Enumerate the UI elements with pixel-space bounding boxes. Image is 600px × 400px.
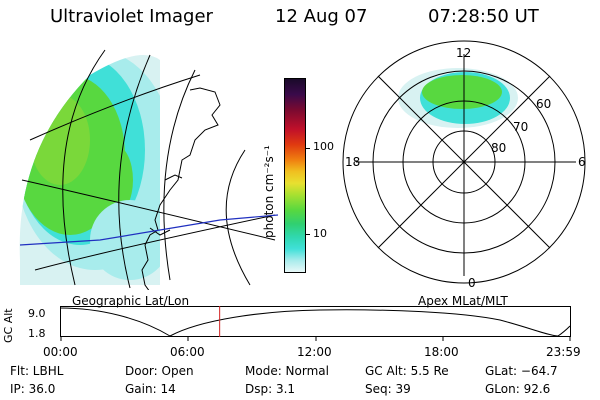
altitude-ytick-low: 1.8 (28, 327, 46, 340)
latitude-lines (21, 74, 276, 271)
status-mode: Mode: Normal (245, 364, 329, 378)
polar-plot (342, 40, 586, 284)
colorbar-tick-10 (306, 234, 310, 235)
status-ip: IP: 36.0 (10, 382, 56, 396)
right-panel-caption: Apex MLat/MLT (418, 294, 508, 308)
lat-label-70: 70 (513, 120, 529, 134)
mlt-label-12: 12 (456, 46, 472, 60)
app-title: Ultraviolet Imager (50, 6, 213, 27)
colorbar-tick-100 (306, 148, 310, 149)
polar-ring-50 (342, 40, 586, 284)
terminator-line (19, 214, 279, 246)
status-filter: Flt: LBHL (10, 364, 64, 378)
altitude-plot-frame (60, 306, 571, 337)
colorbar-label-10: 10 (313, 227, 327, 240)
altitude-xtick-label-4: 23:59 (546, 345, 581, 359)
status-glat: GLat: −64.7 (485, 364, 558, 378)
aurora-emission-right (398, 68, 518, 128)
lat-label-60: 60 (536, 97, 552, 111)
status-gc-alt: GC Alt: 5.5 Re (365, 364, 449, 378)
altitude-xtick-label-2: 12:00 (297, 345, 332, 359)
status-dsp: Dsp: 3.1 (245, 382, 296, 396)
altitude-xtick-label-3: 18:00 (424, 345, 459, 359)
left-panel-caption: Geographic Lat/Lon (72, 294, 190, 308)
coastline (141, 87, 221, 290)
lat-label-80: 80 (491, 141, 507, 155)
mlt-label-18: 18 (345, 155, 361, 169)
altitude-xtick-label-1: 06:00 (170, 345, 205, 359)
altitude-plot (60, 306, 571, 341)
longitude-lines (62, 49, 251, 289)
mlt-label-6: 6 (578, 155, 586, 169)
status-glon: GLon: 92.6 (485, 382, 551, 396)
altitude-ytick-high: 9.0 (28, 307, 46, 320)
status-door: Door: Open (125, 364, 194, 378)
polar-diagonal-b (377, 75, 551, 249)
status-seq: Seq: 39 (365, 382, 411, 396)
geographic-image (19, 49, 279, 290)
altitude-ylabel: GC Alt (2, 308, 15, 343)
colorbar-unit-label: photon cm⁻²s⁻¹ (262, 145, 276, 238)
aurora-emission-left (19, 55, 160, 285)
mlt-label-0: 0 (468, 276, 476, 290)
status-gain: Gain: 14 (125, 382, 176, 396)
altitude-xtick-label-0: 00:00 (43, 345, 78, 359)
time-label: 07:28:50 UT (428, 6, 539, 27)
altitude-trace (60, 307, 571, 337)
date-label: 12 Aug 07 (275, 6, 368, 27)
colorbar-label-100: 100 (313, 140, 334, 153)
colorbar (284, 78, 306, 273)
